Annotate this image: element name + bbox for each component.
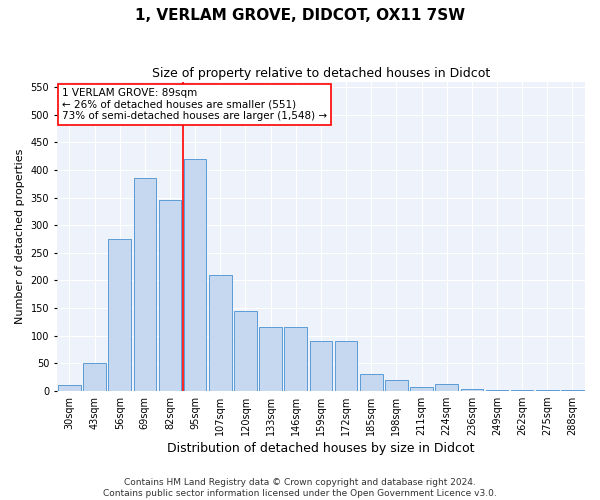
Bar [209, 275, 232, 390]
Text: 1, VERLAM GROVE, DIDCOT, OX11 7SW: 1, VERLAM GROVE, DIDCOT, OX11 7SW [135, 8, 465, 22]
Bar [134, 178, 156, 390]
Title: Size of property relative to detached houses in Didcot: Size of property relative to detached ho… [152, 68, 490, 80]
Bar [109, 239, 131, 390]
Bar [310, 341, 332, 390]
Text: Contains HM Land Registry data © Crown copyright and database right 2024.
Contai: Contains HM Land Registry data © Crown c… [103, 478, 497, 498]
Bar [461, 389, 483, 390]
Bar [158, 200, 181, 390]
Bar [234, 310, 257, 390]
Bar [259, 326, 282, 390]
Y-axis label: Number of detached properties: Number of detached properties [15, 148, 25, 324]
Bar [360, 374, 383, 390]
Text: 1 VERLAM GROVE: 89sqm
← 26% of detached houses are smaller (551)
73% of semi-det: 1 VERLAM GROVE: 89sqm ← 26% of detached … [62, 88, 327, 121]
Bar [83, 363, 106, 390]
X-axis label: Distribution of detached houses by size in Didcot: Distribution of detached houses by size … [167, 442, 475, 455]
Bar [436, 384, 458, 390]
Bar [410, 387, 433, 390]
Bar [385, 380, 407, 390]
Bar [58, 385, 81, 390]
Bar [284, 326, 307, 390]
Bar [184, 159, 206, 390]
Bar [335, 341, 358, 390]
